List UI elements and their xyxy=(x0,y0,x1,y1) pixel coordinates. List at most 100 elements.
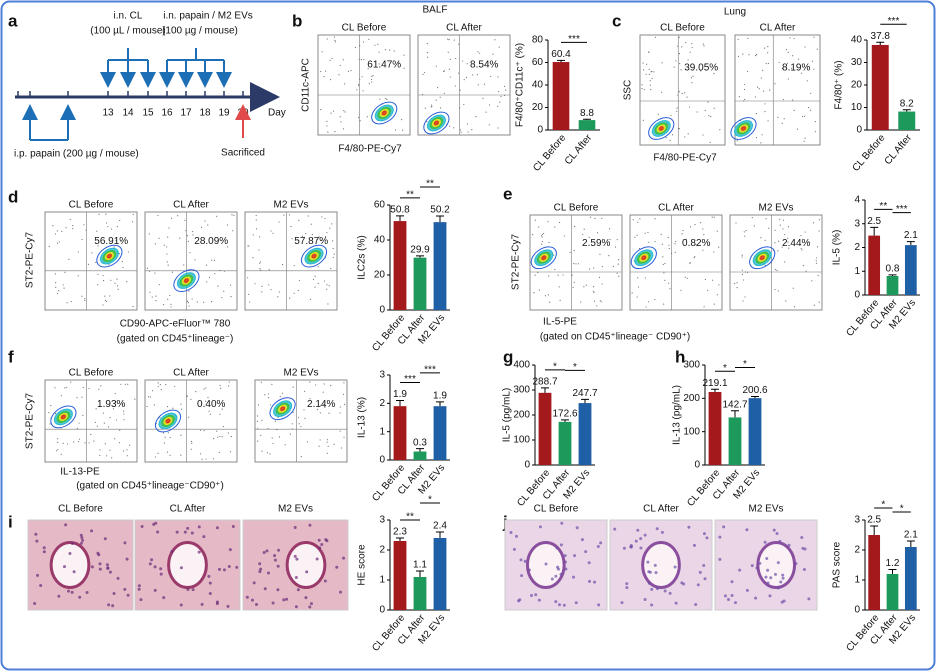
event-dot xyxy=(781,122,783,124)
event-dot xyxy=(763,47,766,49)
cell-nucleus xyxy=(655,527,659,531)
event-dot xyxy=(170,306,172,308)
event-dot xyxy=(707,289,709,292)
cell-nucleus xyxy=(643,598,647,602)
cell-nucleus xyxy=(563,554,567,558)
bar xyxy=(413,257,427,310)
event-dot xyxy=(327,131,329,133)
cell-nucleus xyxy=(718,557,722,561)
event-dot xyxy=(226,224,229,226)
event-dot xyxy=(261,419,263,421)
event-dot xyxy=(96,425,98,427)
event-dot xyxy=(608,255,610,257)
event-dot xyxy=(680,289,682,291)
day-label: 18 xyxy=(199,108,211,119)
cell-nucleus xyxy=(162,596,166,600)
cell-nucleus xyxy=(250,598,254,602)
cell-nucleus xyxy=(650,587,654,591)
event-dot xyxy=(689,51,691,53)
event-dot xyxy=(334,41,337,43)
event-dot xyxy=(800,234,802,237)
event-dot xyxy=(154,456,157,458)
event-dot xyxy=(211,259,213,261)
cell-nucleus xyxy=(765,556,769,560)
event-dot xyxy=(710,116,712,118)
event-dot xyxy=(317,266,319,268)
event-dot xyxy=(118,442,121,444)
cell-nucleus xyxy=(103,537,107,541)
event-dot xyxy=(357,83,360,86)
event-dot xyxy=(793,37,795,40)
bar xyxy=(578,403,592,465)
event-dot xyxy=(293,292,295,294)
event-dot xyxy=(553,254,555,256)
event-dot xyxy=(505,89,507,91)
cell-nucleus xyxy=(562,603,566,607)
y-tick-label: 300 xyxy=(513,385,530,396)
event-dot xyxy=(588,268,591,270)
event-dot xyxy=(162,303,165,306)
event-dot xyxy=(650,71,652,73)
cell-nucleus xyxy=(266,571,270,575)
event-dot xyxy=(95,261,97,264)
event-dot xyxy=(768,227,770,229)
event-dot xyxy=(208,276,211,278)
event-dot xyxy=(547,221,549,223)
event-dot xyxy=(223,270,226,272)
cell-nucleus xyxy=(769,576,773,580)
error-bar xyxy=(581,398,589,404)
event-dot xyxy=(359,78,361,80)
event-dot xyxy=(485,111,487,113)
event-dot xyxy=(60,428,62,430)
cell-nucleus xyxy=(309,602,313,606)
population-contour xyxy=(183,278,189,283)
event-dot xyxy=(362,41,365,43)
event-dot xyxy=(684,276,686,278)
cell-nucleus xyxy=(107,603,111,607)
event-dot xyxy=(203,430,205,432)
event-dot xyxy=(231,214,233,216)
event-dot xyxy=(477,84,479,86)
event-dot xyxy=(314,275,316,277)
event-dot xyxy=(257,404,260,406)
event-dot xyxy=(557,274,559,276)
event-dot xyxy=(340,121,342,123)
event-dot xyxy=(83,224,85,226)
event-dot xyxy=(174,385,176,388)
cell-nucleus xyxy=(563,560,567,564)
event-dot xyxy=(276,429,278,431)
event-dot xyxy=(329,227,331,229)
cell-nucleus xyxy=(580,538,584,542)
population-contour xyxy=(423,111,450,135)
event-dot xyxy=(371,75,373,78)
event-dot xyxy=(435,99,437,101)
event-dot xyxy=(554,268,556,270)
event-dot xyxy=(190,448,192,450)
condition-title: M2 EVs xyxy=(758,203,793,214)
cell-nucleus xyxy=(772,528,776,532)
event-dot xyxy=(577,263,580,265)
event-dot xyxy=(761,134,763,136)
event-dot xyxy=(63,287,65,289)
event-dot xyxy=(158,237,160,239)
event-dot xyxy=(54,387,56,389)
cell-nucleus xyxy=(282,598,286,602)
cell-nucleus xyxy=(190,531,194,535)
cell-nucleus xyxy=(694,603,698,607)
event-dot xyxy=(49,423,51,425)
cell-nucleus xyxy=(126,593,130,597)
event-dot xyxy=(713,251,715,253)
event-dot xyxy=(673,66,675,68)
cell-nucleus xyxy=(57,594,61,598)
event-dot xyxy=(654,241,656,243)
event-dot xyxy=(398,61,400,63)
event-dot xyxy=(289,433,292,435)
event-dot xyxy=(189,251,191,254)
event-dot xyxy=(344,111,346,113)
cell-nucleus xyxy=(42,546,46,550)
gate-percent: 0.40% xyxy=(197,399,225,410)
event-dot xyxy=(323,75,325,78)
population-contour xyxy=(749,246,776,270)
event-dot xyxy=(636,234,638,236)
